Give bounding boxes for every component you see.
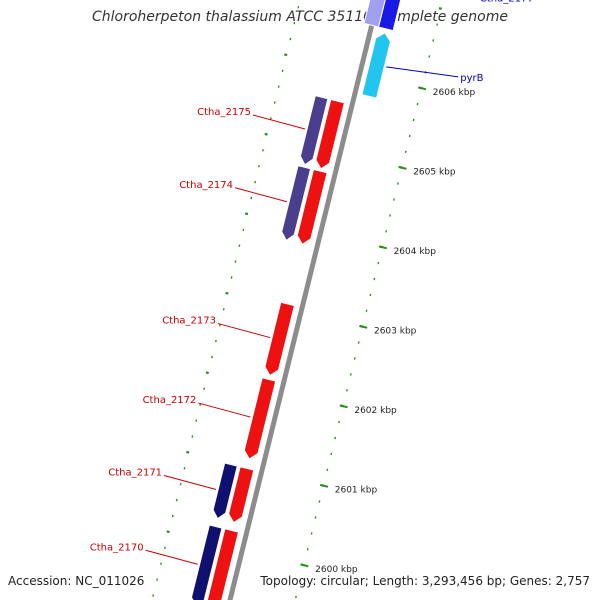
ruler-major-tick	[300, 563, 309, 568]
gene-ctha_2177[interactable]	[363, 0, 413, 32]
gene-arrow[interactable]	[264, 301, 296, 377]
gene-label: Ctha_2175	[197, 107, 251, 118]
ruler-label: 2601 kbp	[335, 485, 378, 495]
gene-arrow[interactable]	[243, 377, 277, 460]
gene-label: Ctha_2177	[480, 0, 534, 4]
gene-label-leader	[145, 549, 198, 565]
gene-features[interactable]	[190, 0, 413, 600]
ruler-label: 2600 kbp	[315, 565, 358, 575]
gene-arrow-companion[interactable]	[212, 462, 238, 520]
ruler-label: 2602 kbp	[354, 406, 397, 416]
inner-tick	[166, 530, 170, 534]
gene-label: Ctha_2173	[162, 316, 216, 327]
inner-tick	[264, 132, 268, 136]
gene-label: Ctha_2172	[143, 395, 197, 406]
ruler-major-tick	[319, 483, 329, 488]
ruler-label: 2605 kbp	[413, 167, 456, 177]
inner-tick	[186, 450, 190, 454]
gene-arrow[interactable]	[206, 528, 240, 600]
map-title: Chloroherpeton thalassium ATCC 35110, co…	[92, 9, 508, 25]
inner-tick	[225, 291, 229, 295]
gene-arrow[interactable]	[296, 168, 328, 246]
gene-label-leader	[234, 187, 288, 203]
ruler-labels: 2606 kbp 2605 kbp 2604 kbp 2603 kbp 2602 kbp…	[300, 86, 476, 575]
gene-label: Ctha_2171	[108, 468, 162, 479]
ruler-major-tick	[418, 86, 427, 91]
gene-arrow[interactable]	[315, 98, 346, 170]
gene-label-leader	[217, 323, 271, 339]
gene-arrow[interactable]	[361, 32, 391, 99]
ruler-major-tick	[378, 245, 388, 250]
gene-arrow[interactable]	[377, 0, 413, 32]
genome-summary-text: Topology: circular; Length: 3,293,456 bp…	[260, 574, 590, 588]
gene-labels: Ctha_2177 pyrB Ctha_2175 Ctha_2174 Ctha_2173…	[90, 0, 534, 565]
gene-ctha_2171[interactable]	[212, 462, 255, 524]
gene-ctha_2170[interactable]	[190, 524, 240, 600]
gene-label-leader	[386, 66, 459, 78]
ruler-label: 2603 kbp	[374, 326, 417, 336]
ruler-label: 2606 kbp	[433, 88, 476, 98]
outer-tick	[438, 7, 442, 10]
gene-arrow[interactable]	[228, 466, 255, 524]
gene-ctha_2174[interactable]	[281, 165, 328, 246]
gene-ctha_2172[interactable]	[243, 377, 277, 460]
gene-label: pyrB	[460, 73, 483, 84]
ruler-label: 2604 kbp	[394, 247, 437, 257]
gene-label-leader	[163, 475, 217, 491]
gene-label: Ctha_2170	[90, 542, 144, 553]
gene-label-leader	[252, 114, 306, 130]
inner-tick	[284, 53, 288, 57]
gene-arrow-companion[interactable]	[299, 95, 329, 166]
gene-ctha_2173[interactable]	[264, 301, 296, 377]
gene-label-leader	[198, 402, 251, 418]
gene-label: Ctha_2174	[179, 180, 233, 191]
inner-tick	[205, 371, 209, 375]
ruler-major-tick	[359, 324, 368, 329]
gene-arrow-companion[interactable]	[281, 165, 312, 242]
gene-arrow-companion[interactable]	[190, 524, 223, 600]
accession-text: Accession: NC_011026	[8, 574, 145, 588]
ruler-major-tick	[398, 165, 407, 170]
genome-backbone	[227, 0, 381, 600]
gene-pyrb[interactable]	[361, 32, 391, 99]
gene-ctha_2175[interactable]	[299, 95, 346, 170]
backbone-line	[227, 0, 381, 600]
inner-tick	[244, 212, 249, 216]
ruler-major-tick	[339, 404, 348, 409]
